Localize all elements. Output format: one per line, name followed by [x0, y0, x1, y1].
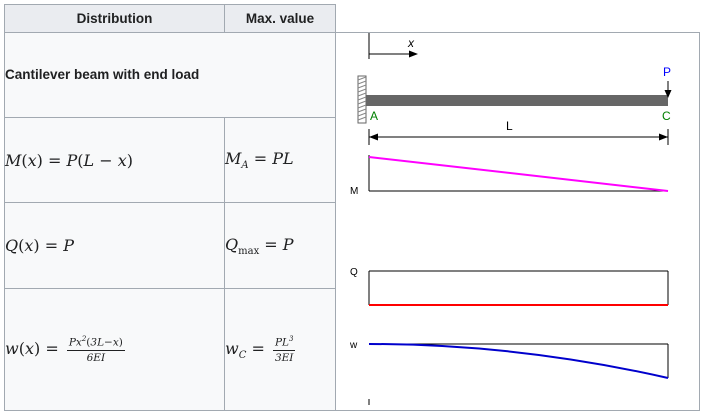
length-arrowhead-left-icon [369, 133, 378, 141]
deflection-diagram-label: w [349, 340, 358, 351]
deflection-max-fraction: PL3 3EI [272, 335, 296, 364]
moment-diagram-label: M [350, 186, 358, 197]
deflection-fraction: Px2(3L−x) 6EI [66, 335, 125, 364]
moment-max-formula: MA = PL [224, 116, 336, 204]
cantilever-beam [366, 95, 668, 106]
deflection-distribution-formula: w(x) = Px2(3L−x) 6EI [4, 288, 225, 411]
length-arrowhead-right-icon [659, 133, 668, 141]
beam-diagram: x P A C [349, 33, 672, 405]
point-c-label: C [662, 109, 671, 123]
load-label: P [663, 65, 671, 79]
header-max-value[interactable]: Max. value [224, 4, 336, 33]
moment-distribution-formula: M(x) = P(L − x) [4, 116, 225, 204]
header-distribution[interactable]: Distribution [4, 4, 225, 33]
load-arrowhead-icon [664, 90, 672, 98]
case-title: Cantilever beam with end load [4, 32, 336, 118]
shear-distribution-formula: Q(x) = P [4, 202, 225, 290]
x-axis-label: x [407, 36, 415, 50]
moment-curve [368, 156, 669, 192]
shear-diagram-label: Q [350, 267, 358, 278]
beam-diagram-cell: x P A C [335, 32, 700, 411]
header-empty-cell [335, 4, 700, 33]
deflection-curve [368, 343, 669, 379]
wall-hatching [357, 76, 367, 121]
deflection-max-formula: wC = PL3 3EI [224, 288, 336, 411]
point-a-label: A [370, 109, 378, 123]
length-label: L [506, 119, 513, 133]
shear-max-formula: Qmax = P [224, 202, 336, 290]
beam-formula-table: Distribution Max. value Cantilever beam … [4, 4, 700, 411]
x-axis-arrowhead-icon [409, 50, 418, 58]
